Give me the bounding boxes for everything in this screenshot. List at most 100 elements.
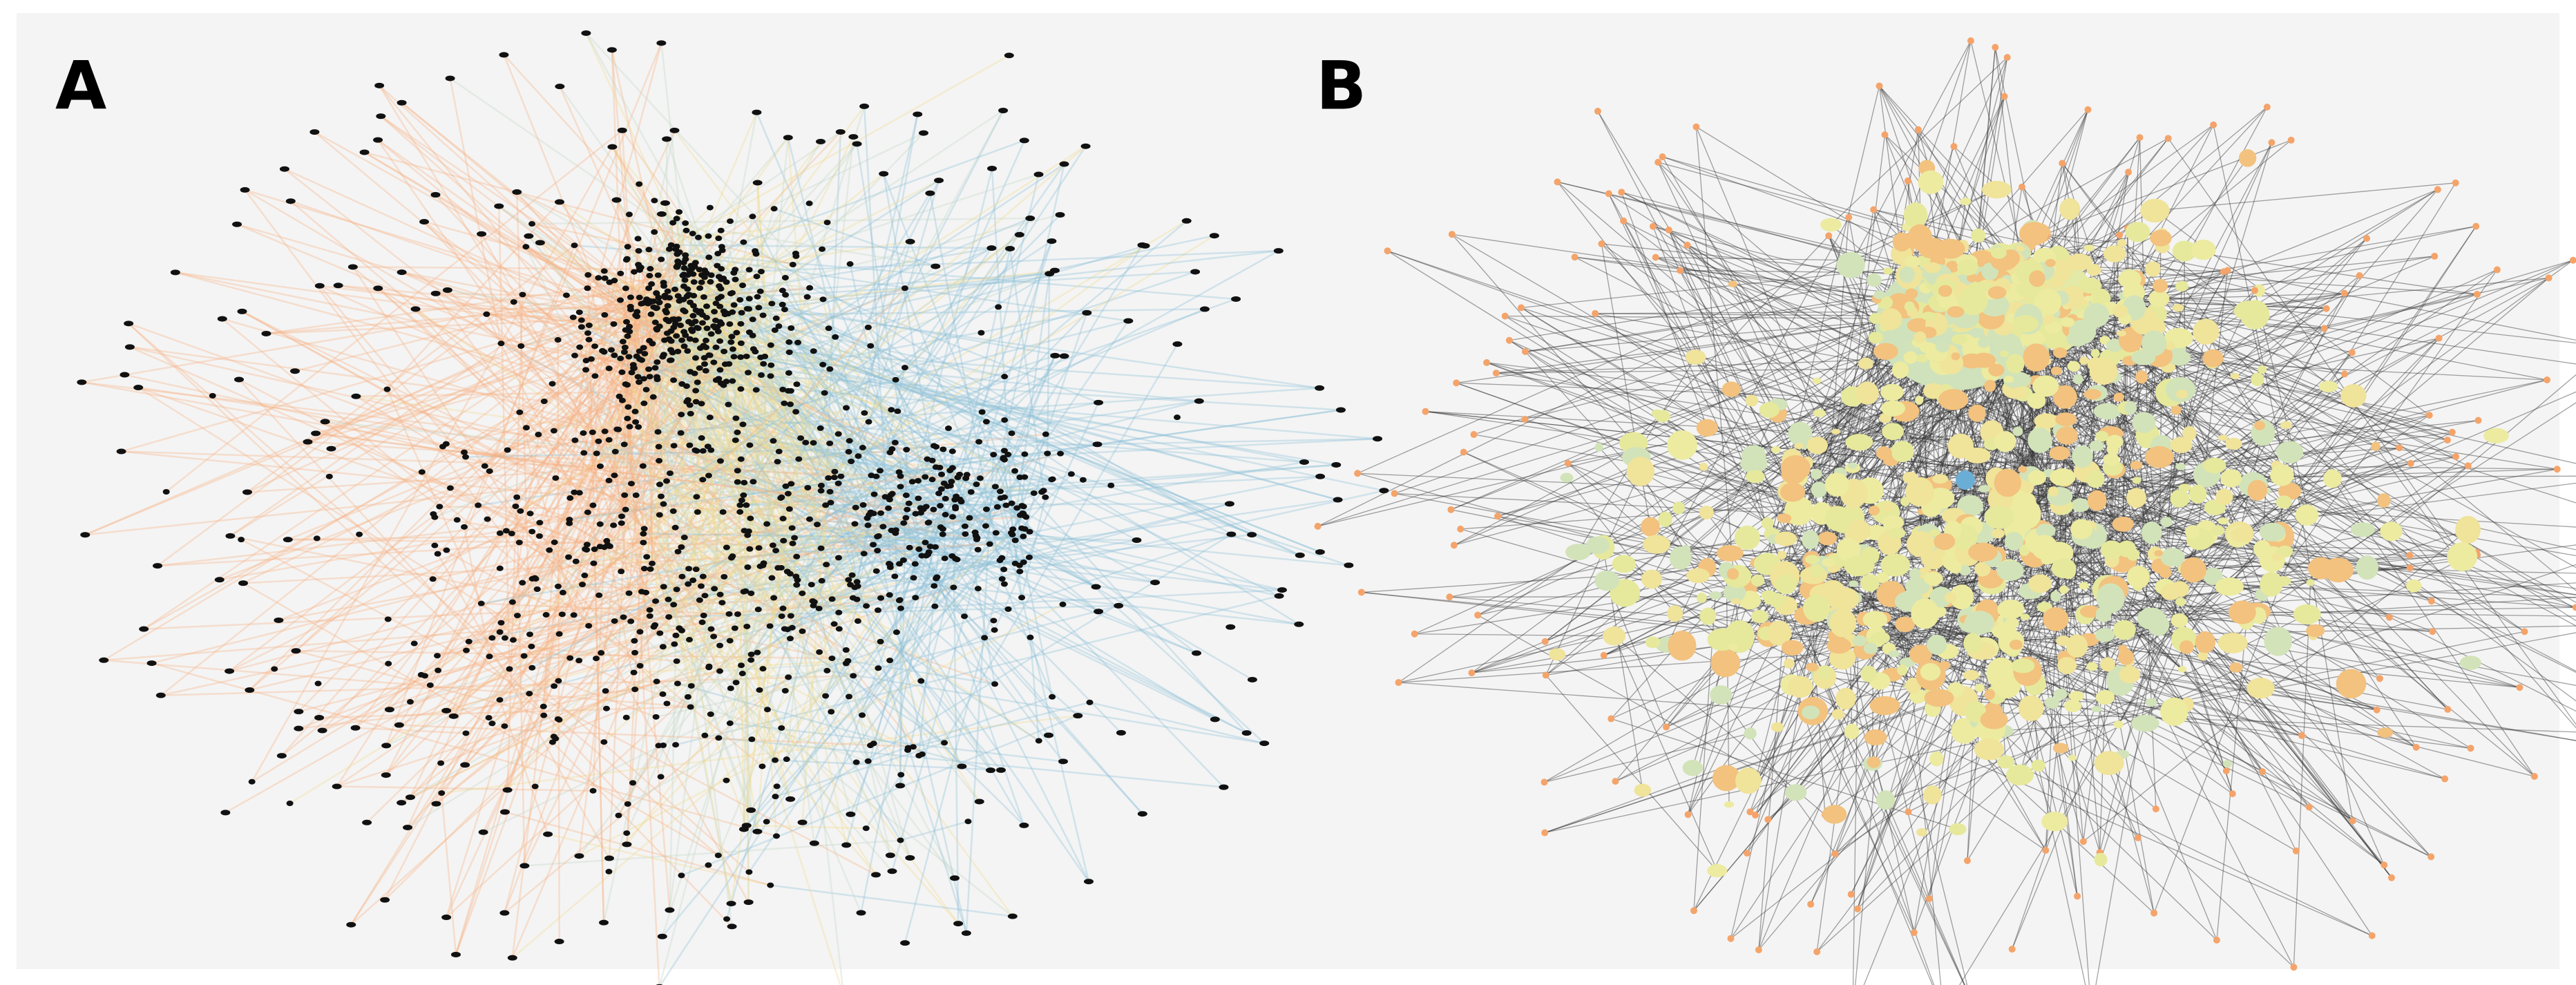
edge [863,106,892,568]
node [743,353,750,359]
edge [2320,402,2576,569]
node [2145,698,2157,707]
node [1852,635,1867,647]
edge [321,526,676,731]
edge [723,511,926,544]
edge [449,78,502,344]
node [680,307,687,314]
edge [658,387,1320,433]
node [636,629,644,635]
edge [1614,635,1718,871]
node [146,660,157,667]
node [2290,964,2298,971]
node [497,341,505,347]
edge [746,626,776,761]
edge [562,141,822,593]
node [670,316,678,323]
node [2132,412,2156,433]
node [1315,473,1326,479]
node [915,495,922,501]
node [1457,525,1464,533]
edge [401,271,835,472]
node [1618,189,1625,196]
node [443,547,450,553]
node [2455,515,2481,544]
edge [477,400,1199,506]
edge [700,437,759,832]
node [973,481,980,488]
edge [669,359,864,506]
node [430,290,441,296]
edge [455,298,648,955]
node [1868,332,1883,344]
edge [743,495,768,525]
node [640,539,647,546]
node [705,233,712,239]
edge [238,379,647,593]
node [669,220,677,226]
node [887,868,897,874]
node [1058,758,1068,765]
edge [593,546,601,564]
node [1137,811,1147,817]
node [674,251,681,257]
edge [515,497,526,866]
edge [410,614,575,798]
edge [603,352,630,593]
edge [664,202,691,372]
node [555,678,562,684]
node [689,231,696,237]
node [2175,280,2188,292]
edge [674,130,976,533]
edge [2168,137,2463,557]
edge [756,112,913,482]
edge [504,676,789,914]
node [350,725,361,731]
edge [587,275,605,923]
edge [588,338,1013,917]
edge [618,429,721,595]
node [605,477,613,484]
node [654,272,662,278]
node [2068,691,2085,701]
edge [2254,290,2309,514]
node [650,624,658,630]
node [2406,579,2422,593]
node [977,329,985,336]
node [656,481,663,488]
edge [633,504,665,642]
node [952,555,960,562]
edge [504,811,771,886]
edge [569,522,611,547]
edge [511,352,626,535]
edge [743,440,774,496]
node [2230,372,2240,380]
edge [2173,557,2273,560]
edge [229,452,1061,672]
edge [522,504,747,584]
node [1067,471,1075,477]
node [2087,490,2107,511]
edge [746,824,866,830]
node [900,940,910,946]
node [624,382,631,388]
node [862,825,870,832]
edge [503,54,700,271]
node [876,468,884,474]
edge [716,241,745,267]
edge [782,389,796,538]
edge [741,312,816,843]
node [1492,370,1500,377]
node [687,704,694,710]
edge [624,346,762,376]
node [939,526,946,532]
node [405,794,415,801]
node [1209,233,1219,239]
node [2293,604,2321,625]
node [580,450,588,456]
edge [2308,468,2557,514]
node [1806,662,1819,672]
node [991,627,998,633]
node [2164,135,2172,142]
node [1605,190,1612,198]
